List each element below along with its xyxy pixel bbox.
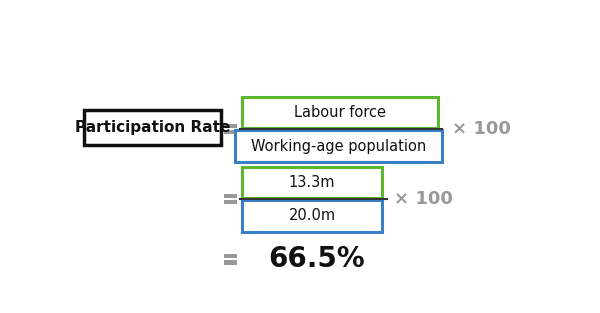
FancyBboxPatch shape xyxy=(224,130,237,135)
FancyBboxPatch shape xyxy=(242,200,382,232)
FancyBboxPatch shape xyxy=(224,200,237,204)
FancyBboxPatch shape xyxy=(242,97,438,128)
FancyBboxPatch shape xyxy=(224,254,237,258)
Text: × 100: × 100 xyxy=(452,120,511,138)
FancyBboxPatch shape xyxy=(224,194,237,198)
FancyBboxPatch shape xyxy=(242,167,382,198)
Text: 20.0m: 20.0m xyxy=(289,208,336,223)
Text: Working-age population: Working-age population xyxy=(251,139,427,153)
Text: × 100: × 100 xyxy=(394,190,452,208)
Text: 13.3m: 13.3m xyxy=(289,175,335,190)
Text: Labour force: Labour force xyxy=(294,105,386,120)
FancyBboxPatch shape xyxy=(224,124,237,128)
FancyBboxPatch shape xyxy=(224,260,237,264)
Text: Participation Rate: Participation Rate xyxy=(75,120,230,135)
FancyBboxPatch shape xyxy=(84,110,221,145)
Text: 66.5%: 66.5% xyxy=(268,245,365,273)
FancyBboxPatch shape xyxy=(235,130,442,162)
